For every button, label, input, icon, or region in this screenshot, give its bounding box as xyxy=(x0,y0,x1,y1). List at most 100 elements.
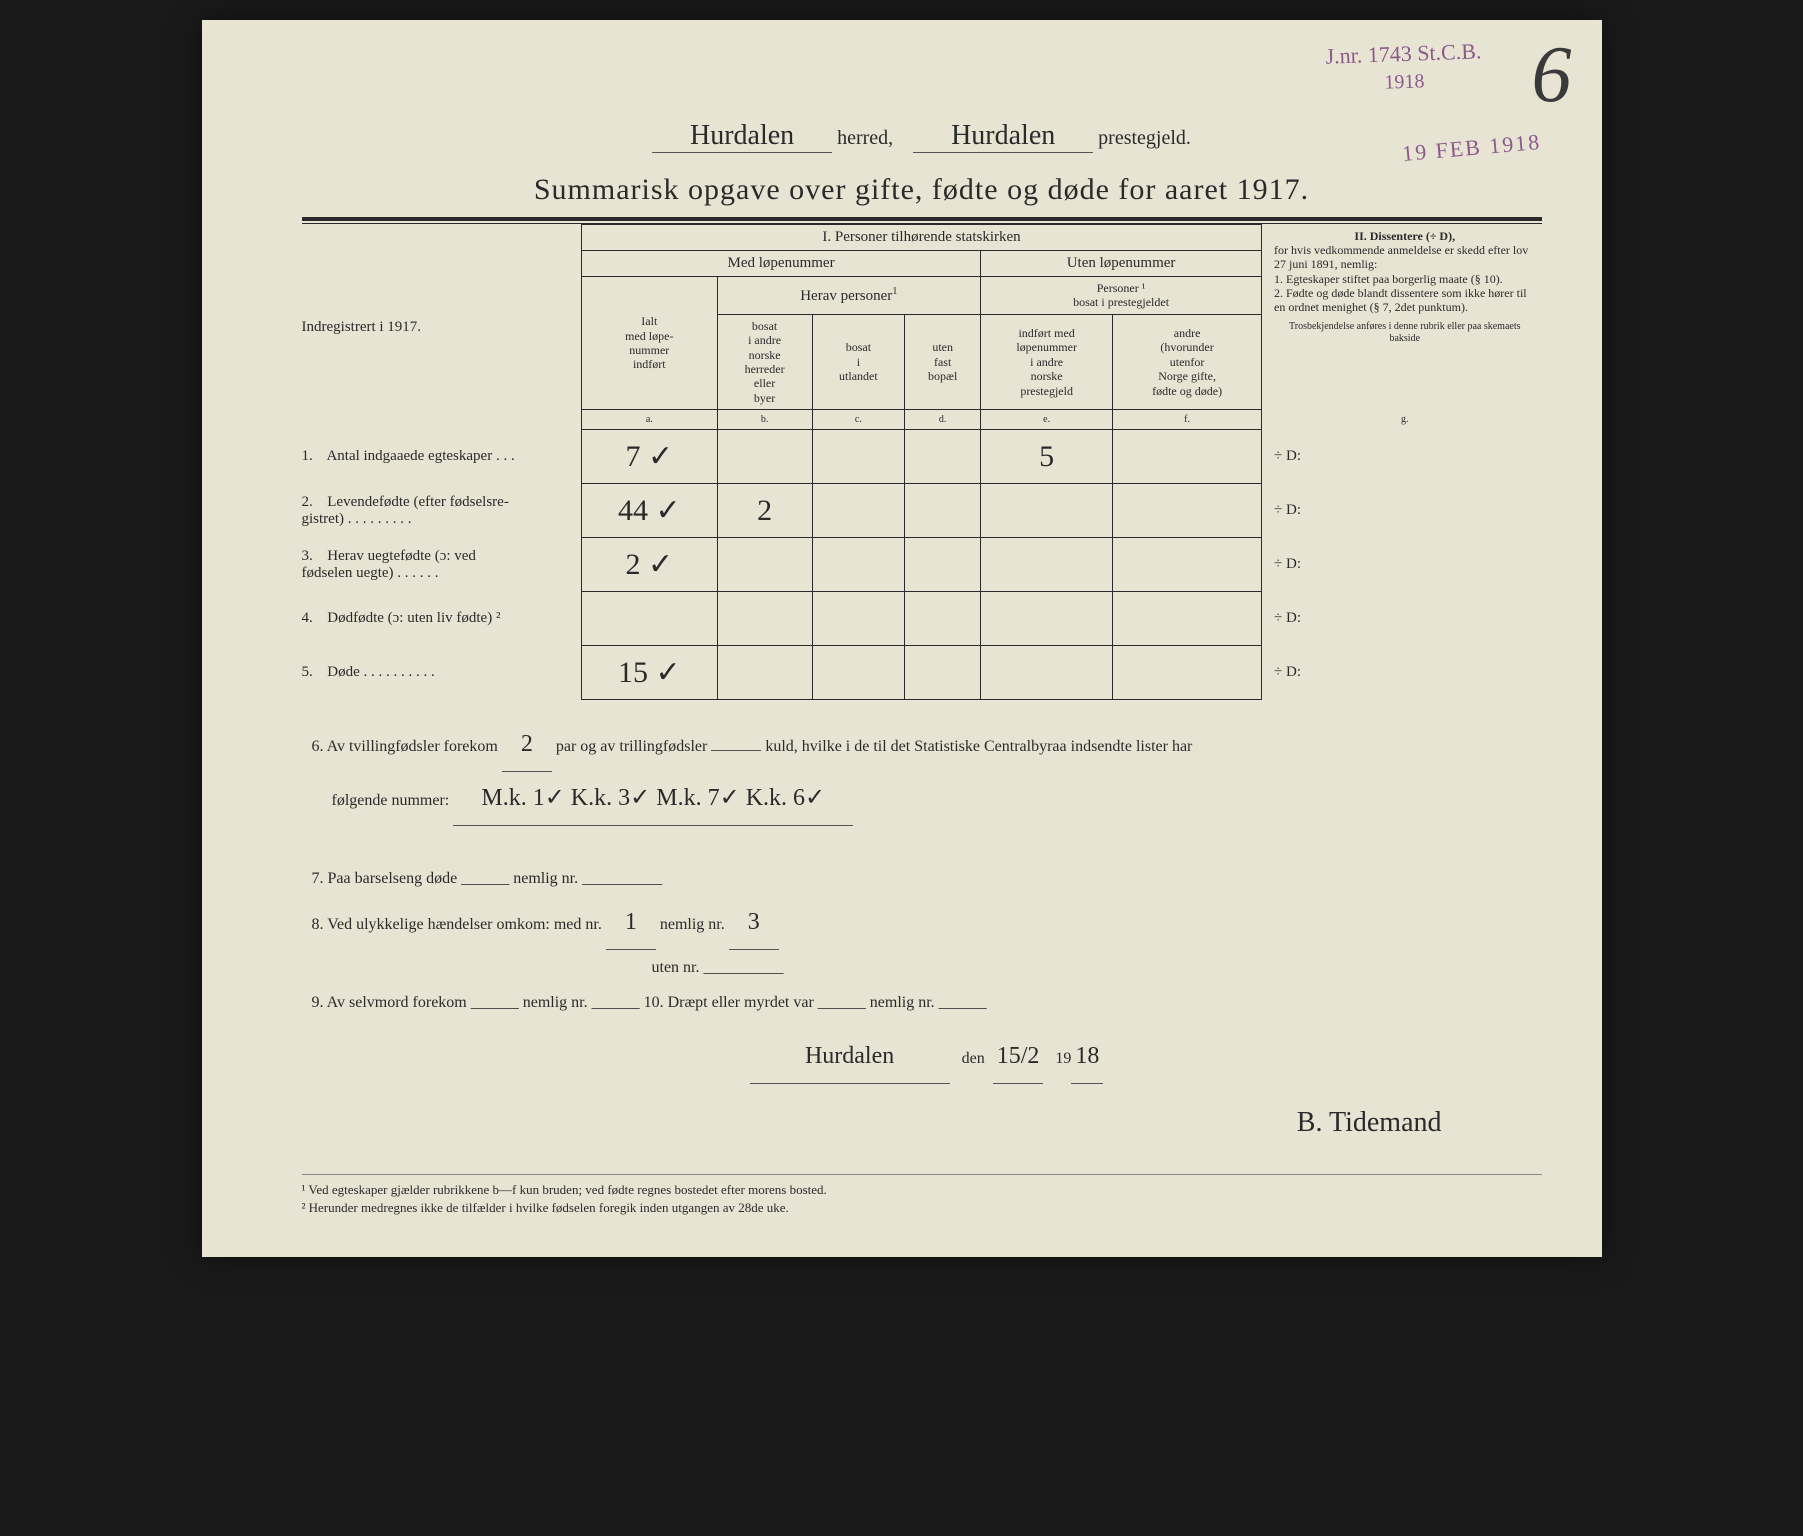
place: Hurdalen xyxy=(750,1030,950,1084)
q6-line1: 6. Av tvillingfødsler forekom 2 par og a… xyxy=(312,718,1542,772)
table-row: 3. Herav uegtefødte (ɔ: ved fødselen ueg… xyxy=(302,538,1542,592)
stamp-line2: 1918 xyxy=(1326,66,1483,97)
row-label: 3. Herav uegtefødte (ɔ: ved fødselen ueg… xyxy=(302,538,582,592)
cell-e xyxy=(981,538,1113,592)
cell-g: ÷ D: xyxy=(1262,430,1542,484)
cell-c xyxy=(812,430,905,484)
year-value: 18 xyxy=(1071,1030,1103,1084)
cell-e xyxy=(981,646,1113,700)
col-e-header: indført med løpenummer i andre norske pr… xyxy=(981,314,1113,409)
letter-a: a. xyxy=(582,410,718,430)
twins-value: 2 xyxy=(502,718,552,772)
col-c-header: bosat i utlandet xyxy=(812,314,905,409)
footnote-2: ² Herunder medregnes ikke de tilfælder i… xyxy=(302,1199,1542,1217)
signature: B. Tidemand xyxy=(312,1092,1542,1154)
letter-g: g. xyxy=(1262,410,1542,430)
table-row: 1. Antal indgaaede egteskaper . . .7 ✓ 5 ÷… xyxy=(302,430,1542,484)
triplets-value xyxy=(711,750,761,751)
letter-e: e. xyxy=(981,410,1113,430)
cell-b xyxy=(717,430,812,484)
table-row: 4. Dødfødte (ɔ: uten liv fødte) ² ÷ D: xyxy=(302,592,1542,646)
q8-line1: 8. Ved ulykkelige hændelser omkom: med n… xyxy=(312,896,1542,950)
questions-block: 6. Av tvillingfødsler forekom 2 par og a… xyxy=(302,718,1542,1154)
footnotes: ¹ Ved egteskaper gjælder rubrikkene b—f … xyxy=(302,1174,1542,1217)
pers-bosat-header: Personer ¹ bosat i prestegjeldet xyxy=(981,277,1262,315)
cell-b xyxy=(717,646,812,700)
document-page: J.nr. 1743 St.C.B. 1918 19 FEB 1918 6 Hu… xyxy=(202,20,1602,1257)
herred-value: Hurdalen xyxy=(652,120,832,153)
left-header: Indregistrert i 1917. xyxy=(302,225,582,430)
letter-b: b. xyxy=(717,410,812,430)
cell-c xyxy=(812,484,905,538)
col-f-header: andre (hvorunder utenfor Norge gifte, fø… xyxy=(1113,314,1262,409)
cell-a: 7 ✓ xyxy=(582,430,718,484)
col-a-header: Ialt med løpe- nummer indført xyxy=(582,277,718,410)
journal-stamp: J.nr. 1743 St.C.B. 1918 xyxy=(1325,37,1483,97)
q9-10: 9. Av selvmord forekom ______ nemlig nr.… xyxy=(312,985,1542,1020)
page-number: 6 xyxy=(1532,30,1572,121)
letter-f: f. xyxy=(1113,410,1262,430)
prestegjeld-value: Hurdalen xyxy=(913,120,1093,153)
cell-e xyxy=(981,592,1113,646)
row-label: 1. Antal indgaaede egteskaper . . . xyxy=(302,430,582,484)
footnote-1: ¹ Ved egteskaper gjælder rubrikkene b—f … xyxy=(302,1181,1542,1199)
cell-f xyxy=(1113,484,1262,538)
q6-numbers: M.k. 1✓ K.k. 3✓ M.k. 7✓ K.k. 6✓ xyxy=(453,772,853,826)
cell-g: ÷ D: xyxy=(1262,592,1542,646)
q8-line2: uten nr. __________ xyxy=(312,950,1542,985)
main-table: Indregistrert i 1917. I. Personer tilhør… xyxy=(302,224,1542,700)
table-row: 5. Døde . . . . . . . . . .15 ✓ ÷ D: xyxy=(302,646,1542,700)
cell-d xyxy=(905,592,981,646)
cell-f xyxy=(1113,646,1262,700)
cell-a: 44 ✓ xyxy=(582,484,718,538)
herav-header: Herav personer1 xyxy=(717,277,981,315)
page-title: Summarisk opgave over gifte, fødte og dø… xyxy=(302,173,1542,207)
prestegjeld-label: prestegjeld. xyxy=(1098,127,1191,149)
cell-b xyxy=(717,592,812,646)
letter-d: d. xyxy=(905,410,981,430)
section2-body: for hvis vedkommende anmeldelse er skedd… xyxy=(1274,243,1536,315)
cell-a: 2 ✓ xyxy=(582,538,718,592)
row-label: 4. Dødfødte (ɔ: uten liv fødte) ² xyxy=(302,592,582,646)
rule-thick xyxy=(302,217,1542,221)
cell-f xyxy=(1113,430,1262,484)
q8-med: 1 xyxy=(606,896,656,950)
row-label: 5. Døde . . . . . . . . . . xyxy=(302,646,582,700)
cell-d xyxy=(905,484,981,538)
table-row: 2. Levendefødte (efter fødselsre- gistre… xyxy=(302,484,1542,538)
uten-lop-header: Uten løpenummer xyxy=(981,251,1262,277)
row-label: 2. Levendefødte (efter fødselsre- gistre… xyxy=(302,484,582,538)
col-d-header: uten fast bopæl xyxy=(905,314,981,409)
cell-d xyxy=(905,430,981,484)
cell-b: 2 xyxy=(717,484,812,538)
cell-d xyxy=(905,646,981,700)
cell-f xyxy=(1113,538,1262,592)
letter-c: c. xyxy=(812,410,905,430)
cell-g: ÷ D: xyxy=(1262,538,1542,592)
cell-c xyxy=(812,592,905,646)
cell-g: ÷ D: xyxy=(1262,484,1542,538)
cell-c xyxy=(812,646,905,700)
dateline: Hurdalen den 15/2 1918 xyxy=(312,1030,1542,1084)
stamp-line1: J.nr. 1743 St.C.B. xyxy=(1325,37,1482,71)
q8-nemlig: 3 xyxy=(729,896,779,950)
cell-e: 5 xyxy=(981,430,1113,484)
col-b-header: bosat i andre norske herreder eller byer xyxy=(717,314,812,409)
section2-small: Trosbekjendelse anføres i denne rubrik e… xyxy=(1274,321,1536,345)
header-line: Hurdalen herred, Hurdalen prestegjeld. xyxy=(302,120,1542,153)
q7: 7. Paa barselseng døde ______ nemlig nr.… xyxy=(312,861,1542,896)
section2-header: II. Dissentere (÷ D), for hvis vedkommen… xyxy=(1262,225,1542,410)
cell-a: 15 ✓ xyxy=(582,646,718,700)
section1-header: I. Personer tilhørende statskirken xyxy=(582,225,1262,251)
q6-line2: følgende nummer: M.k. 1✓ K.k. 3✓ M.k. 7✓… xyxy=(312,772,1542,826)
cell-g: ÷ D: xyxy=(1262,646,1542,700)
section2-title: II. Dissentere (÷ D), xyxy=(1274,229,1536,243)
cell-a xyxy=(582,592,718,646)
cell-b xyxy=(717,538,812,592)
cell-e xyxy=(981,484,1113,538)
cell-f xyxy=(1113,592,1262,646)
cell-d xyxy=(905,538,981,592)
herred-label: herred, xyxy=(837,127,893,149)
date-value: 15/2 xyxy=(993,1030,1044,1084)
med-lop-header: Med løpenummer xyxy=(582,251,981,277)
